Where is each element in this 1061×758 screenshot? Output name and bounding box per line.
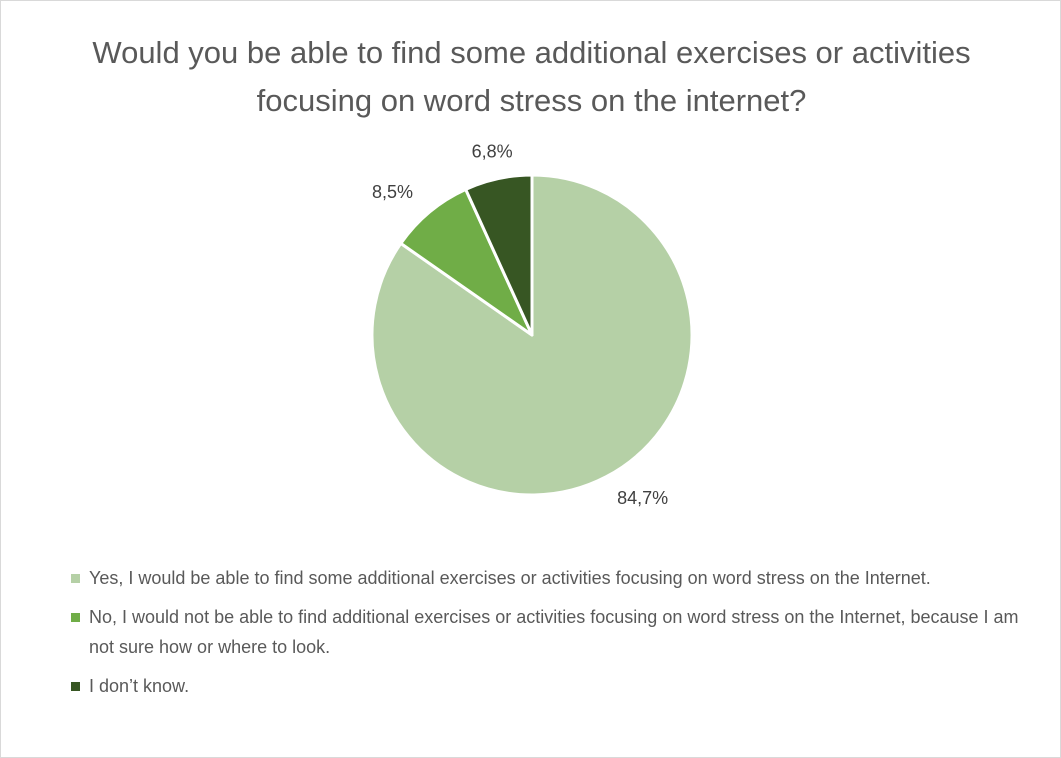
pie-slice-dont-know: [464, 173, 534, 337]
legend-label-dont-know: I don’t know.: [89, 676, 190, 696]
legend-label-no: No, I would not be able to find addition…: [89, 607, 1019, 657]
chart-title: Would you be able to find some additiona…: [92, 35, 971, 118]
legend-item-yes: Yes, I would be able to find some additi…: [69, 563, 1029, 593]
legend-swatch-dont-know: [71, 682, 80, 691]
pie-slice-no: [399, 187, 534, 337]
legend-item-no: No, I would not be able to find addition…: [69, 602, 1029, 662]
legend-swatch-yes: [71, 574, 80, 583]
data-label-dont-know: 6,8%: [472, 141, 513, 161]
data-label-yes: 84,7%: [617, 488, 668, 508]
legend-label-yes: Yes, I would be able to find some additi…: [89, 568, 931, 588]
pie-chart: 84,7% 8,5% 6,8%: [370, 141, 694, 508]
legend-item-dont-know: I don’t know.: [69, 671, 1029, 701]
data-label-no: 8,5%: [372, 182, 413, 202]
legend: Yes, I would be able to find some additi…: [69, 563, 1029, 710]
legend-swatch-no: [71, 613, 80, 622]
